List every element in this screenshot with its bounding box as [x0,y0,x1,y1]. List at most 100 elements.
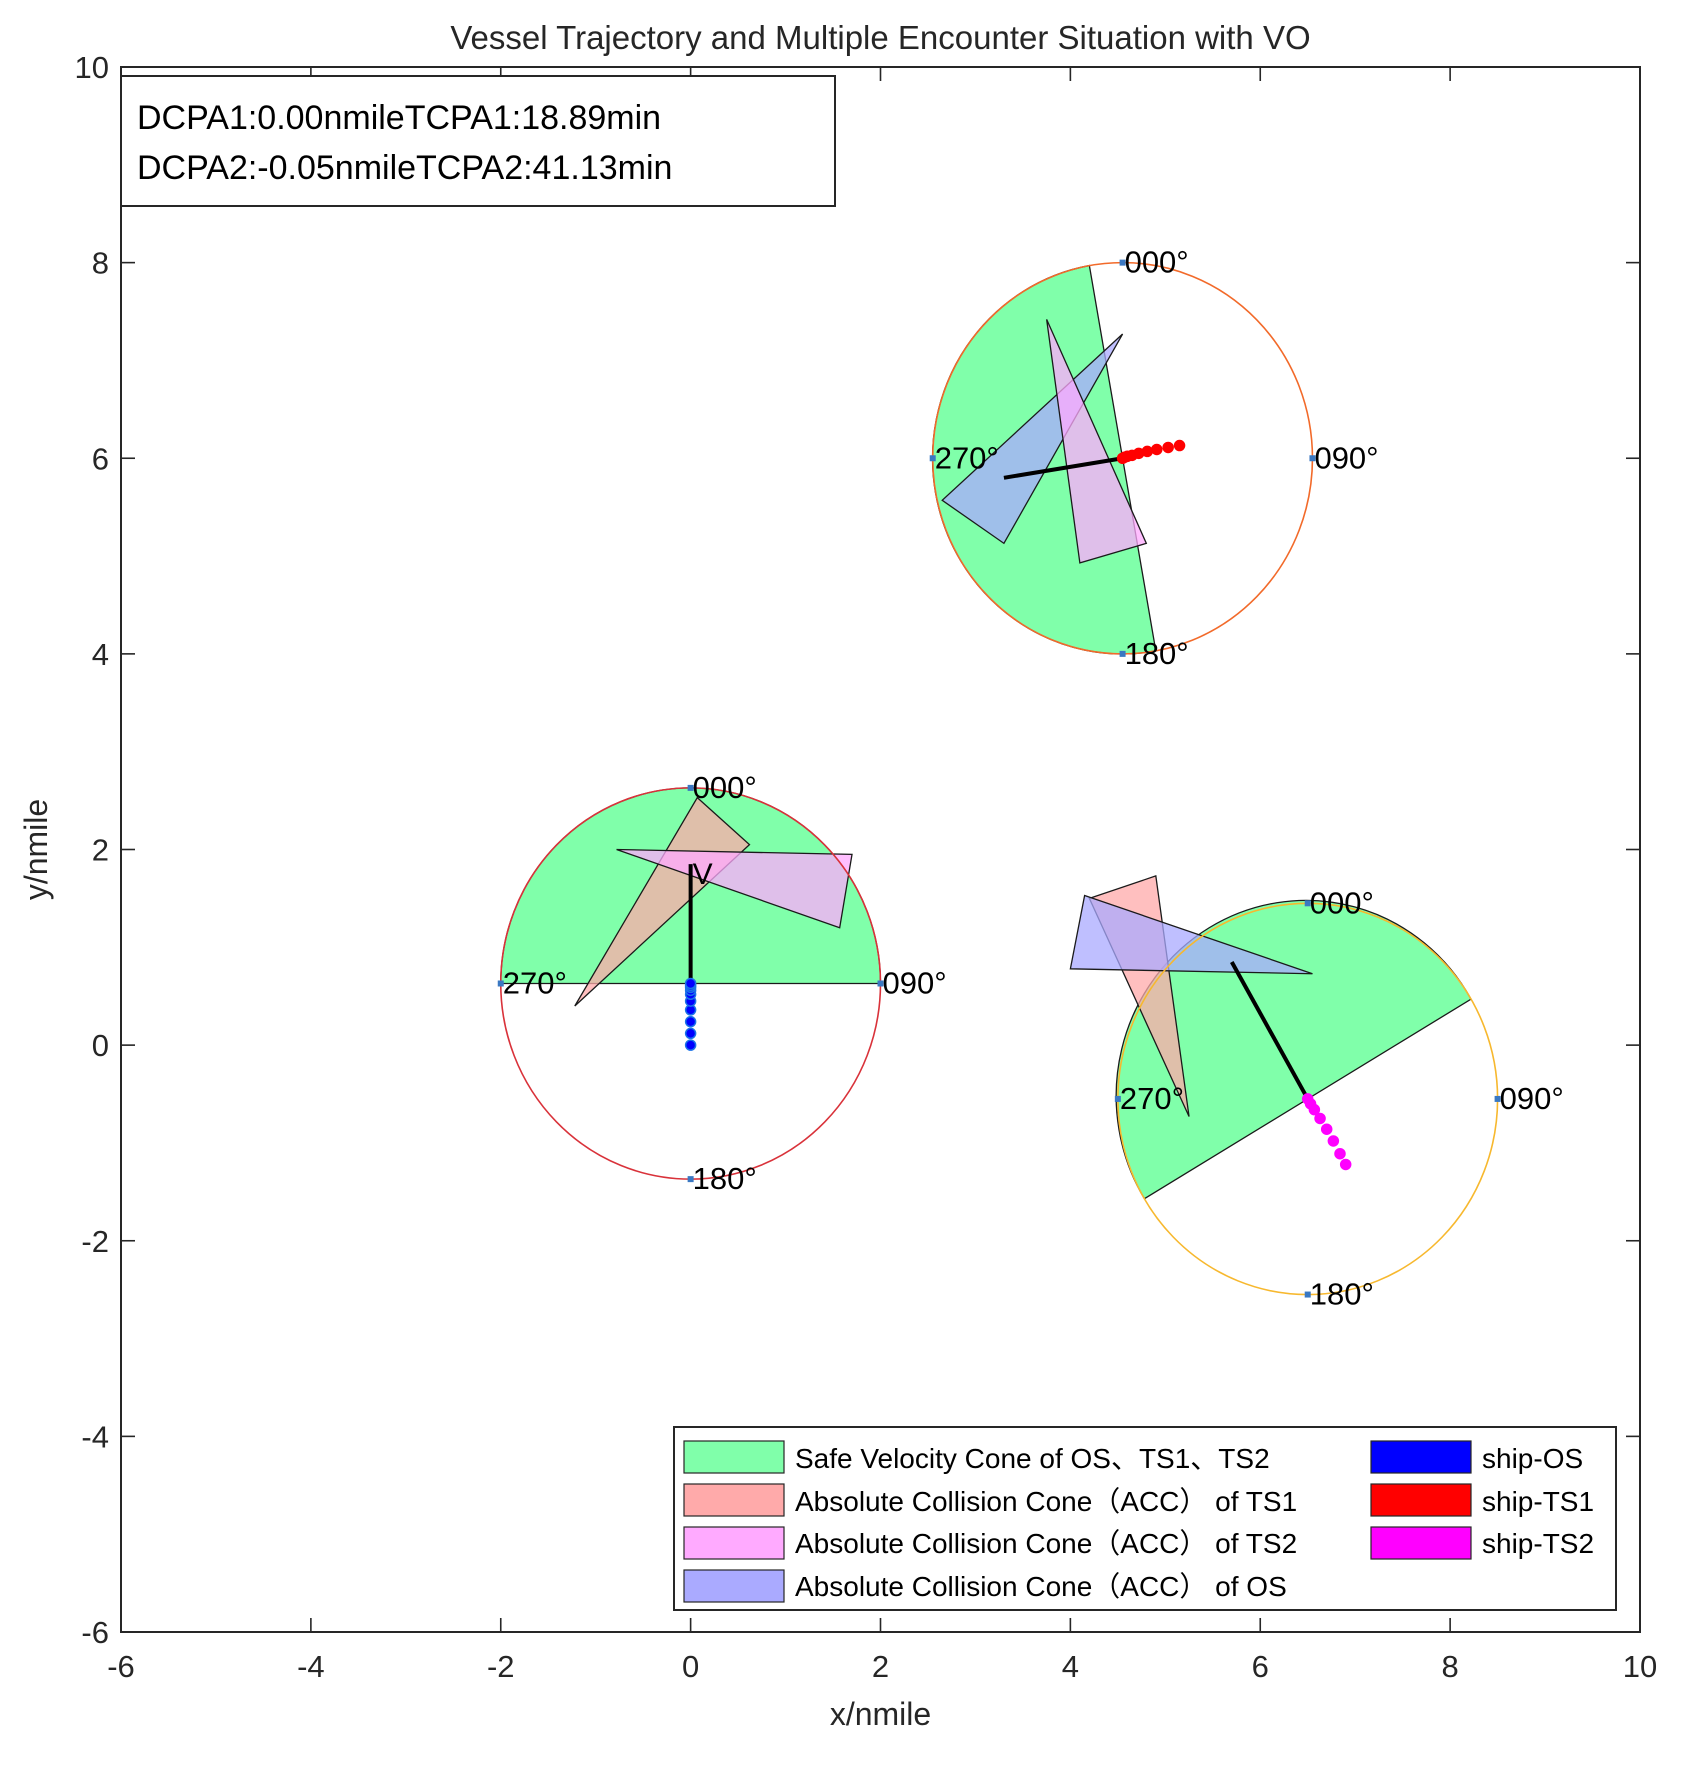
x-tick-label: 10 [1623,1649,1657,1684]
info-box: DCPA1:0.00nmileTCPA1:18.89min DCPA2:-0.0… [120,75,836,207]
y-tick-label: -6 [81,1615,109,1650]
x-tick-label: 0 [682,1649,699,1684]
ts2-compass-mark-west [1114,1095,1121,1102]
chart-title: Vessel Trajectory and Multiple Encounter… [450,19,1310,56]
ts1-compass-mark-south [1119,650,1126,657]
ts1-track-point [1151,443,1163,456]
os-velocity-label: V [693,858,713,891]
legend-label-ship-os: ship-OS [1482,1443,1583,1474]
legend-swatch-acc-os [683,1569,785,1603]
legend-label-acc-os: Absolute Collision Cone（ACC） of OS [795,1571,1287,1602]
legend-label-acc-ts1: Absolute Collision Cone（ACC） of TS1 [795,1486,1297,1517]
y-tick-label: 2 [92,833,109,868]
ts2-track-point [1327,1135,1340,1147]
legend-label-acc-ts2: Absolute Collision Cone（ACC） of TS2 [795,1528,1297,1559]
legend-label-ship-ts2: ship-TS2 [1482,1528,1594,1559]
ts1-compass-mark-north [1119,259,1126,266]
ts2-vo-group: 000° 090° 180° 270° [1069,875,1564,1312]
x-tick-label: 6 [1252,1649,1269,1684]
ts1-velocity-vector [1003,456,1123,480]
ts2-track-point [1339,1158,1352,1171]
info-line-dcpa1: DCPA1:0.00nmileTCPA1:18.89min [137,99,661,137]
legend-entry-acc-os: Absolute Collision Cone（ACC） of OS [683,1569,1287,1603]
ts2-compass-label-north: 000° [1310,885,1374,920]
y-tick-label: -4 [81,1419,109,1454]
y-tick-label: 6 [92,441,109,476]
ts2-compass-label-west: 270° [1120,1081,1184,1116]
legend-label-safe: Safe Velocity Cone of OS、TS1、TS2 [795,1443,1270,1474]
ts2-compass-label-south: 180° [1310,1277,1374,1312]
legend-entry-ship-ts1: ship-TS1 [1370,1483,1594,1517]
ts2-track-point [1334,1147,1346,1160]
legend: Safe Velocity Cone of OS、TS1、TS2 Absolut… [673,1426,1617,1611]
legend-swatch-ship-ts1 [1370,1483,1472,1517]
y-tick-label: 0 [92,1028,109,1063]
x-tick-label: 8 [1442,1649,1459,1684]
ts1-compass-label-north: 000° [1125,245,1189,280]
ts2-compass-mark-east [1494,1095,1501,1102]
x-tick-label: 2 [872,1649,889,1684]
os-compass-mark-north [687,784,694,791]
y-tick-label: 4 [92,637,109,672]
os-track-point [684,1027,697,1040]
legend-entry-ship-os: ship-OS [1370,1440,1583,1474]
ts1-compass-mark-west [929,455,936,462]
ts2-acc-os-cone [1069,894,1313,975]
os-compass-label-south: 180° [693,1161,757,1196]
info-line-dcpa2: DCPA2:-0.05nmileTCPA2:41.13min [137,149,672,187]
y-tick-label: 10 [75,50,109,85]
y-tick-label: -2 [81,1224,109,1259]
x-axis-label: x/nmile [830,1696,931,1732]
y-axis-label: y/nmile [18,799,54,900]
os-compass-mark-south [687,1176,694,1183]
legend-swatch-acc-ts2 [683,1526,785,1560]
legend-entry-safe-cone: Safe Velocity Cone of OS、TS1、TS2 [683,1440,1270,1474]
os-track-point [684,1015,697,1028]
os-compass-label-north: 000° [693,770,757,805]
legend-swatch-safe [683,1440,785,1474]
ts2-track-point [1314,1112,1326,1125]
ts2-compass-label-east: 090° [1500,1081,1564,1116]
ts1-track-point [1116,452,1129,464]
ts1-acc-ts2-cone [1045,319,1148,564]
ts1-compass-label-west: 270° [935,440,999,475]
ts1-compass-label-east: 090° [1314,440,1378,475]
ts1-track-point [1162,441,1174,454]
ts2-compass-mark-north [1304,900,1311,907]
ts1-vo-group: 000° 090° 180° 270° [929,245,1379,671]
vo-shapes-layer: 000° 090° 180° 270° V 000° 090° 180° 270° 000° 090… [497,245,1564,1312]
ts2-compass-mark-south [1304,1291,1311,1298]
legend-label-ship-ts1: ship-TS1 [1482,1486,1594,1517]
legend-entry-ship-ts2: ship-TS2 [1370,1526,1594,1560]
legend-entry-acc-ts2: Absolute Collision Cone（ACC） of TS2 [683,1526,1297,1560]
legend-swatch-acc-ts1 [683,1483,785,1517]
os-compass-mark-east [877,980,884,987]
ts2-track-point [1301,1093,1314,1105]
os-compass-label-east: 090° [883,966,947,1001]
ts1-track-point [1173,439,1186,452]
ts2-track-point [1320,1123,1333,1135]
os-acc-ts2-cone [616,848,853,929]
ts1-compass-label-south: 180° [1125,636,1189,671]
legend-swatch-ship-os [1370,1440,1472,1474]
os-track-point [684,1039,697,1051]
os-vo-group: 000° 090° 180° 270° V [497,770,947,1196]
ts1-compass-mark-east [1309,455,1316,462]
os-track-point [684,977,697,990]
os-compass-label-west: 270° [503,966,567,1001]
legend-entry-acc-ts1: Absolute Collision Cone（ACC） of TS1 [683,1483,1297,1517]
y-tick-label: 8 [92,246,109,281]
info-box-frame [120,75,836,207]
os-acc-ts1-cone [574,796,751,1007]
x-tick-label: 4 [1062,1649,1079,1684]
ts2-safe-velocity-cone [1115,899,1472,1200]
x-tick-label: -4 [297,1649,325,1684]
plot-area [121,67,1640,1632]
x-tick-label: -2 [487,1649,515,1684]
ts2-velocity-vector [1230,961,1310,1100]
ticks-layer: -6 -4 -2 0 2 4 6 8 10 -6 -4 -2 0 2 4 6 8 10 [75,50,1658,1684]
os-compass-mark-west [497,980,504,987]
x-tick-label: -6 [107,1649,135,1684]
